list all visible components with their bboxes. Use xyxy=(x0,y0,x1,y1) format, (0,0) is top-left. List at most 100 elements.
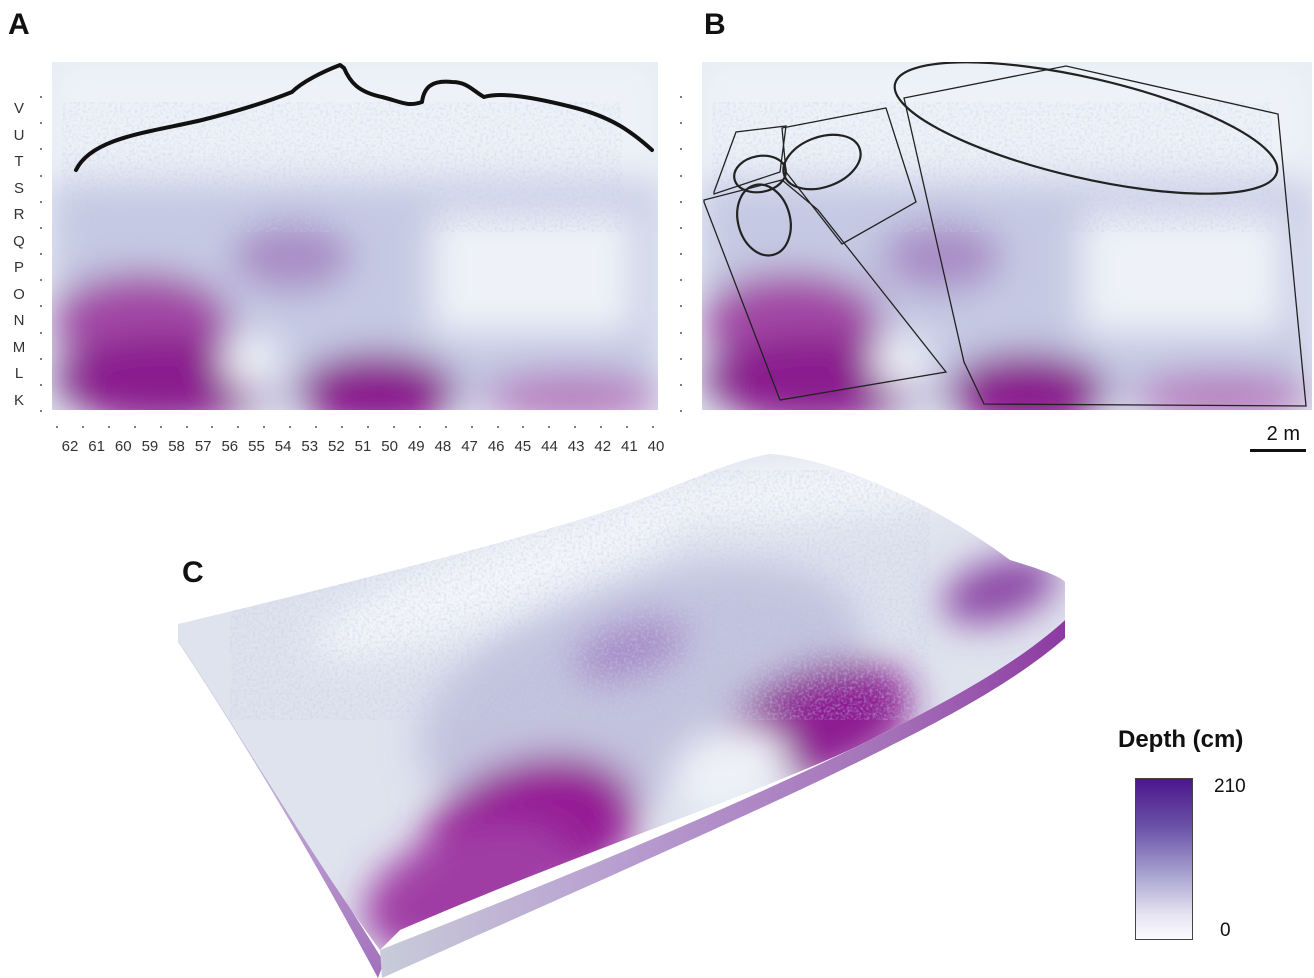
row-ticks-left xyxy=(40,96,44,414)
column-label: 61 xyxy=(88,438,105,455)
tick-dot xyxy=(40,148,42,151)
tick-dot xyxy=(496,426,499,428)
tick-dot xyxy=(680,305,682,308)
column-label: 59 xyxy=(141,438,159,455)
scale-bar-line xyxy=(1250,449,1306,452)
column-labels: 62 61 60 59 58 57 56 55 54 53 52 51 50 49 48 47 46 45 44 43… xyxy=(56,438,665,458)
tick-dot xyxy=(107,426,110,428)
tick-dot xyxy=(40,331,42,334)
tick-dot xyxy=(680,174,682,177)
row-label: M xyxy=(12,338,26,356)
tick-dot xyxy=(40,410,42,412)
tick-dot xyxy=(626,426,629,428)
row-label: P xyxy=(13,259,24,276)
tick-dot xyxy=(40,305,42,308)
tick-dot xyxy=(600,426,603,428)
row-ticks-b xyxy=(680,96,684,414)
column-label: 43 xyxy=(567,438,585,455)
tick-dot xyxy=(392,426,395,428)
column-label: 42 xyxy=(594,438,612,455)
tick-dot xyxy=(81,426,84,428)
column-ticks xyxy=(56,426,656,430)
legend-color-ramp xyxy=(1135,778,1193,940)
column-label: 46 xyxy=(487,438,505,455)
column-label: 57 xyxy=(194,438,212,455)
row-label: O xyxy=(13,285,25,303)
tick-dot xyxy=(680,383,682,386)
tick-dot xyxy=(680,148,682,151)
column-label: 51 xyxy=(354,438,372,455)
tick-dot xyxy=(315,426,318,428)
tick-dot xyxy=(574,426,577,428)
column-label: 47 xyxy=(461,438,478,455)
tick-dot xyxy=(680,279,682,282)
tick-dot xyxy=(40,122,42,125)
tick-dot xyxy=(680,253,682,255)
tick-dot xyxy=(470,426,473,428)
column-label: 60 xyxy=(114,438,132,455)
column-label: 50 xyxy=(381,438,398,455)
tick-dot xyxy=(680,331,682,334)
depth-map-a xyxy=(52,62,658,410)
column-label: 55 xyxy=(248,438,265,455)
column-label: 56 xyxy=(221,438,239,455)
tick-dot xyxy=(680,410,682,412)
column-label: 52 xyxy=(328,438,345,455)
depth-legend: Depth (cm) 210 0 xyxy=(1110,726,1290,956)
legend-min-label: 0 xyxy=(1220,920,1231,941)
panel-label-a: A xyxy=(8,8,30,41)
depth-map-3d xyxy=(170,450,1080,978)
tick-dot xyxy=(40,200,42,203)
tick-dot xyxy=(211,426,214,428)
tick-dot xyxy=(263,426,266,428)
tick-dot xyxy=(40,279,42,282)
column-label: 54 xyxy=(274,438,292,455)
row-label: R xyxy=(13,206,25,223)
row-label: K xyxy=(13,391,24,409)
tick-dot xyxy=(680,96,682,98)
feature-ellipses xyxy=(733,62,1279,257)
tick-dot xyxy=(40,253,42,255)
column-label: 44 xyxy=(541,438,558,455)
tick-dot xyxy=(680,200,682,203)
row-label: T xyxy=(14,153,24,170)
tick-dot xyxy=(40,357,42,360)
scale-bar-label: 2 m xyxy=(1266,423,1300,445)
tick-dot xyxy=(40,174,42,177)
tick-dot xyxy=(680,122,682,125)
tick-dot xyxy=(680,226,682,229)
tick-dot xyxy=(341,426,344,428)
column-label: 48 xyxy=(434,438,452,455)
tick-dot xyxy=(159,426,162,428)
tick-dot xyxy=(289,426,292,428)
panel-label-b: B xyxy=(704,8,726,41)
row-label: S xyxy=(13,179,24,197)
tick-dot xyxy=(56,426,58,428)
tick-dot xyxy=(133,426,136,428)
tick-dot xyxy=(40,96,42,98)
column-label: 40 xyxy=(647,438,665,455)
depth-map-b xyxy=(702,62,1312,410)
tick-dot xyxy=(444,426,447,428)
column-label: 41 xyxy=(621,438,638,455)
legend-max-label: 210 xyxy=(1214,776,1246,797)
legend-title: Depth (cm) xyxy=(1118,726,1244,753)
row-label: N xyxy=(13,312,25,329)
row-label: U xyxy=(13,126,25,144)
tick-dot xyxy=(522,426,525,428)
tick-dot xyxy=(40,383,42,386)
tick-dot xyxy=(680,357,682,360)
row-label: V xyxy=(13,100,24,117)
column-label: 49 xyxy=(407,438,425,455)
row-label: Q xyxy=(13,232,25,250)
column-label: 45 xyxy=(514,438,532,455)
scale-bar: 2 m xyxy=(1250,420,1306,454)
column-label: 62 xyxy=(61,438,79,455)
tick-dot xyxy=(548,426,551,428)
tick-dot xyxy=(185,426,188,428)
tick-dot xyxy=(652,426,654,428)
tick-dot xyxy=(418,426,421,428)
panel-label-c: C xyxy=(182,556,204,589)
tick-dot xyxy=(237,426,240,428)
